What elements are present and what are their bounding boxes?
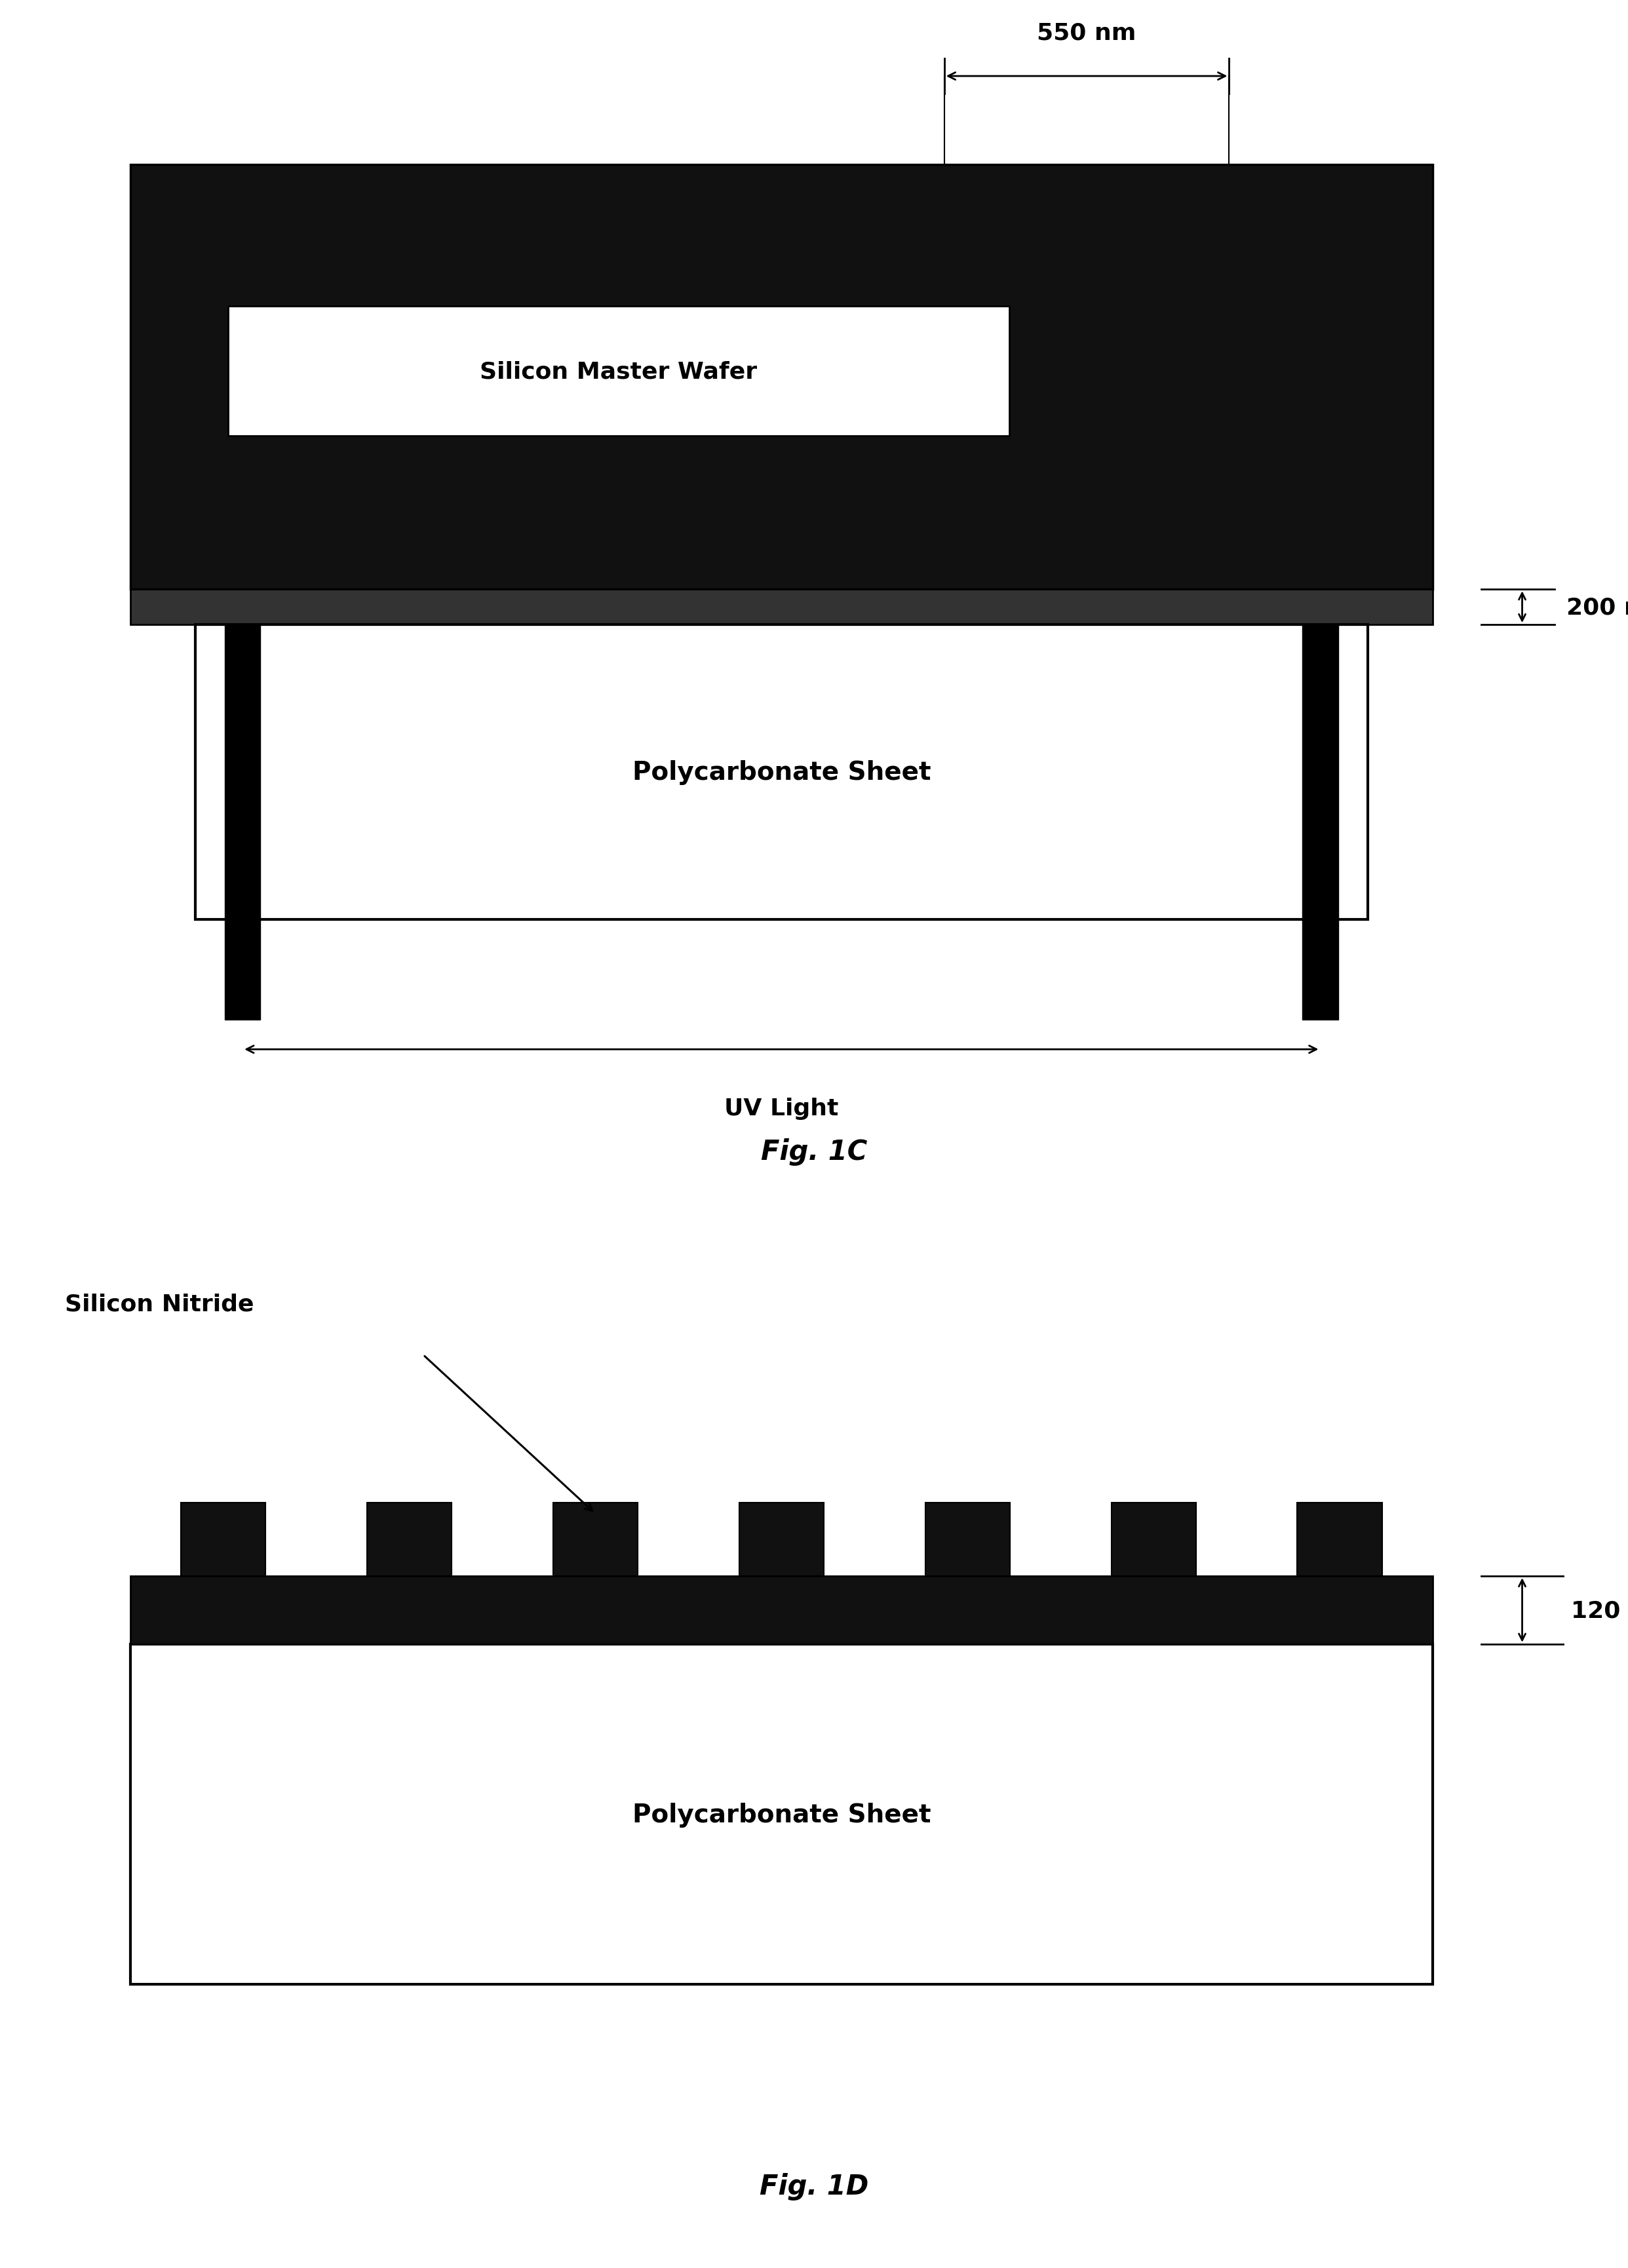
Bar (130, 1576, 1433, 1644)
Bar (181, 1501, 265, 1576)
Bar (130, 1644, 1433, 1984)
Text: Polycarbonate Sheet: Polycarbonate Sheet (632, 1803, 931, 1826)
Text: Fig. 1D: Fig. 1D (760, 2173, 868, 2200)
Bar (130, 166, 1433, 590)
Bar (130, 590, 1433, 626)
Bar (925, 1501, 1009, 1576)
Text: 120 nm: 120 nm (1571, 1599, 1628, 1622)
Bar (366, 1501, 451, 1576)
Bar (739, 1501, 824, 1576)
Text: Silicon Nitride: Silicon Nitride (65, 1293, 254, 1315)
Bar (195, 626, 1368, 921)
Text: Silicon Master Wafer: Silicon Master Wafer (480, 361, 757, 383)
Text: Polycarbonate Sheet: Polycarbonate Sheet (632, 760, 931, 785)
Text: Fig. 1C: Fig. 1C (760, 1139, 868, 1166)
Text: UV Light: UV Light (724, 1098, 838, 1120)
Bar (554, 1501, 638, 1576)
Text: 200 nm: 200 nm (1566, 596, 1628, 619)
Bar (1302, 626, 1338, 1021)
Text: 550 nm: 550 nm (1037, 23, 1136, 43)
Bar (225, 626, 260, 1021)
Bar (1298, 1501, 1382, 1576)
Bar (1112, 1501, 1197, 1576)
Bar (228, 306, 1009, 435)
